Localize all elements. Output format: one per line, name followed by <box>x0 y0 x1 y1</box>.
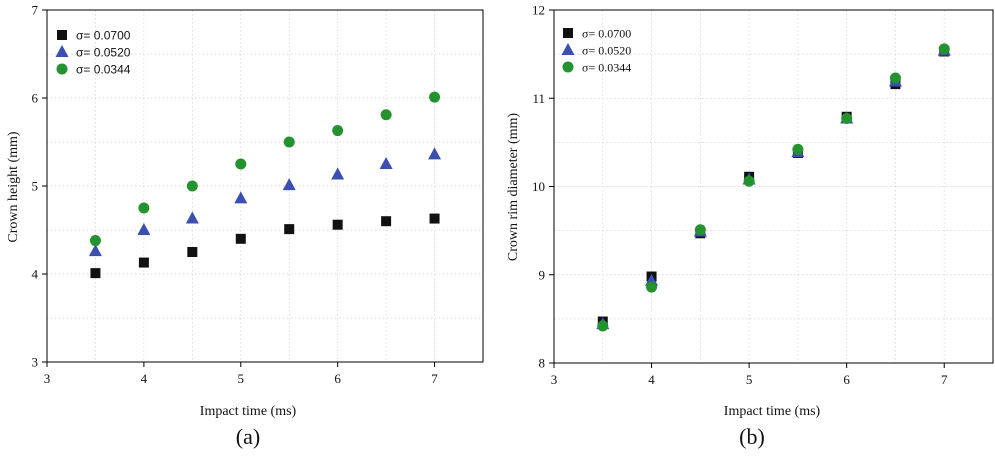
chart-b-x-axis-label: Impact time (ms) <box>724 404 821 419</box>
x-tick-label: 5 <box>746 372 753 387</box>
chart-b-points <box>596 43 951 332</box>
data-point-triangle <box>234 191 248 204</box>
series-triangle <box>88 147 442 257</box>
x-tick-label: 7 <box>431 371 438 386</box>
data-point-triangle <box>282 178 296 191</box>
chart-a-x-ticks: 3 4 5 6 7 <box>44 362 438 386</box>
chart-b-x-ticks: 3 4 5 6 7 <box>551 363 948 387</box>
legend-label: σ= 0.0344 <box>582 61 631 75</box>
data-point-circle <box>597 320 609 332</box>
chart-a-y-ticks: 3 4 5 6 7 <box>32 3 47 370</box>
x-tick-label: 3 <box>551 372 558 387</box>
data-point-circle <box>89 235 101 247</box>
legend-item: σ= 0.0700 <box>563 27 631 41</box>
data-point-square <box>284 224 295 235</box>
chart-b-y-axis-label: Crown rim diameter (mm) <box>506 113 521 261</box>
legend-label: σ= 0.0700 <box>582 27 631 41</box>
data-point-circle <box>380 109 392 121</box>
x-tick-label: 4 <box>141 371 148 386</box>
data-point-square <box>90 268 101 279</box>
legend-item: σ= 0.0344 <box>56 63 131 77</box>
chart-b-panel-label: (b) <box>739 424 765 449</box>
data-point-circle <box>283 136 295 148</box>
data-point-square <box>138 257 149 268</box>
chart-a-x-axis-label: Impact time (ms) <box>200 404 297 419</box>
data-point-circle <box>429 91 441 103</box>
y-tick-label: 6 <box>32 91 39 106</box>
y-tick-label: 3 <box>32 355 39 370</box>
y-tick-label: 7 <box>32 3 39 18</box>
chart-b: 3 4 5 6 7 8 9 10 11 12 σ= 0.0700 σ= 0.0520 σ= 0.03… <box>506 3 994 449</box>
data-point-circle <box>841 113 853 125</box>
chart-b-y-ticks: 8 9 10 11 12 <box>532 3 554 371</box>
legend-marker-circle <box>56 63 68 75</box>
legend-item: σ= 0.0700 <box>57 29 131 43</box>
legend-marker-triangle <box>55 45 69 57</box>
data-point-triangle <box>137 223 151 235</box>
data-point-triangle <box>428 147 442 160</box>
y-tick-label: 4 <box>32 267 39 282</box>
data-point-circle <box>138 202 150 214</box>
legend-item: σ= 0.0520 <box>55 45 131 60</box>
x-tick-label: 5 <box>238 371 245 386</box>
data-point-circle <box>938 43 950 55</box>
data-point-square <box>429 213 440 224</box>
data-point-circle <box>186 180 198 192</box>
legend-marker-triangle <box>561 43 575 55</box>
y-tick-label: 10 <box>532 179 545 194</box>
y-tick-label: 11 <box>532 91 545 106</box>
x-tick-label: 3 <box>44 371 51 386</box>
chart-a-points <box>88 91 442 279</box>
legend-label: σ= 0.0344 <box>76 63 131 77</box>
x-tick-label: 6 <box>843 372 850 387</box>
series-circle <box>597 43 950 332</box>
x-tick-label: 7 <box>941 372 948 387</box>
data-point-triangle <box>88 244 102 257</box>
chart-a-y-axis-label: Crown height (mm) <box>6 131 21 243</box>
legend-marker-circle <box>562 61 574 73</box>
data-point-circle <box>694 224 706 236</box>
data-point-triangle <box>331 167 345 180</box>
data-point-triangle <box>185 211 199 224</box>
data-point-circle <box>792 143 804 155</box>
y-tick-label: 9 <box>539 267 546 282</box>
x-tick-label: 4 <box>648 372 655 387</box>
y-tick-label: 8 <box>539 356 546 371</box>
y-tick-label: 12 <box>532 3 545 18</box>
y-tick-label: 5 <box>32 179 39 194</box>
data-point-circle <box>235 158 247 170</box>
chart-a-panel-label: (a) <box>236 424 260 449</box>
legend-label: σ= 0.0520 <box>76 46 131 60</box>
chart-b-legend: σ= 0.0700 σ= 0.0520 σ= 0.0344 <box>561 27 631 75</box>
data-point-circle <box>743 175 755 187</box>
chart-a-grid <box>47 10 483 362</box>
legend-marker-square <box>57 30 67 40</box>
data-point-circle <box>646 281 658 293</box>
data-point-square <box>332 219 343 230</box>
legend-label: σ= 0.0520 <box>582 44 631 58</box>
legend-item: σ= 0.0344 <box>562 61 631 75</box>
data-point-circle <box>332 125 344 137</box>
legend-item: σ= 0.0520 <box>561 43 631 58</box>
chart-a-legend: σ= 0.0700 σ= 0.0520 σ= 0.0344 <box>55 29 131 77</box>
legend-label: σ= 0.0700 <box>76 29 131 43</box>
legend-marker-square <box>563 28 573 38</box>
x-tick-label: 6 <box>334 371 341 386</box>
data-point-square <box>187 247 198 257</box>
series-circle <box>89 91 441 247</box>
data-point-circle <box>889 72 901 84</box>
series-square <box>90 213 440 279</box>
data-point-square <box>381 216 392 227</box>
data-point-square <box>235 233 246 244</box>
data-point-triangle <box>379 157 393 169</box>
